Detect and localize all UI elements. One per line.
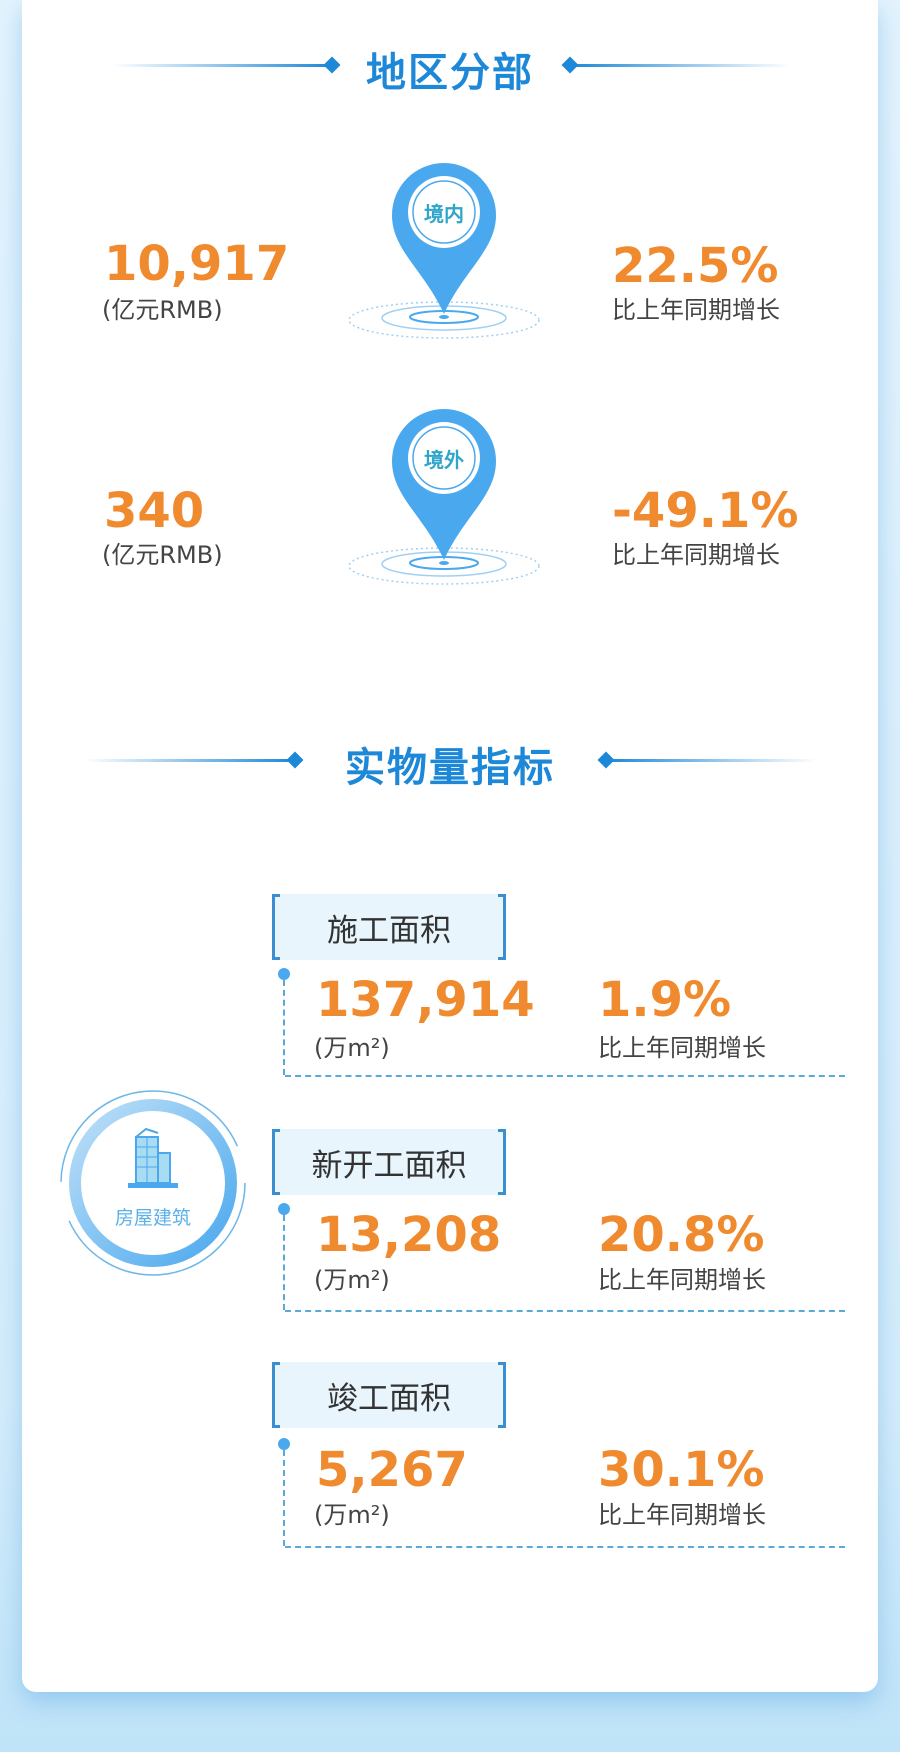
metric-label-box: 竣工面积 — [272, 1362, 506, 1428]
metric-label-box: 新开工面积 — [272, 1129, 506, 1195]
building-icon — [128, 1127, 178, 1188]
domestic-growth-label: 比上年同期增长 — [612, 296, 780, 324]
domestic-value: 10,917 — [104, 236, 290, 292]
map-pin-icon — [348, 409, 540, 585]
title-divider-left — [84, 759, 294, 762]
metric-growth: 20.8% — [598, 1207, 765, 1263]
metric-growth: 30.1% — [598, 1442, 765, 1498]
timeline-dot — [278, 968, 290, 980]
section-title-physical: 实物量指标 — [345, 745, 555, 791]
metric-growth-label: 比上年同期增长 — [598, 1266, 766, 1294]
timeline-dash — [283, 980, 285, 1075]
metric-label: 竣工面积 — [327, 1380, 451, 1417]
timeline-dot — [278, 1203, 290, 1215]
metric-value: 13,208 — [316, 1207, 502, 1263]
pin-label-domestic: 境内 — [424, 202, 464, 226]
metric-growth-label: 比上年同期增长 — [598, 1501, 766, 1529]
metric-label-box: 施工面积 — [272, 894, 506, 960]
row-divider — [285, 1546, 845, 1548]
overseas-growth: -49.1% — [612, 483, 799, 539]
metric-value: 137,914 — [316, 972, 535, 1028]
row-divider — [285, 1310, 845, 1312]
category-label: 房屋建筑 — [114, 1207, 191, 1229]
timeline-dash — [283, 1450, 285, 1546]
overseas-value: 340 — [104, 483, 205, 539]
overseas-unit: (亿元RMB) — [102, 541, 223, 569]
pin-label-overseas: 境外 — [424, 448, 464, 472]
category-ring — [60, 1090, 246, 1276]
timeline-dot — [278, 1438, 290, 1450]
map-pin-icon — [348, 163, 540, 339]
metric-value: 5,267 — [316, 1442, 468, 1498]
row-divider — [285, 1075, 845, 1077]
metric-unit: (万m²) — [314, 1501, 390, 1529]
title-divider-left — [112, 64, 332, 67]
metric-label: 施工面积 — [327, 912, 451, 949]
section-title-region: 地区分部 — [366, 50, 534, 96]
metric-unit: (万m²) — [314, 1034, 390, 1062]
domestic-growth: 22.5% — [612, 238, 779, 294]
overseas-growth-label: 比上年同期增长 — [612, 541, 780, 569]
metric-growth: 1.9% — [598, 972, 732, 1028]
timeline-dash — [283, 1215, 285, 1310]
metric-label: 新开工面积 — [311, 1147, 467, 1184]
title-divider-right — [606, 759, 816, 762]
metric-growth-label: 比上年同期增长 — [598, 1034, 766, 1062]
domestic-unit: (亿元RMB) — [102, 296, 223, 324]
metric-unit: (万m²) — [314, 1266, 390, 1294]
title-divider-right — [570, 64, 790, 67]
